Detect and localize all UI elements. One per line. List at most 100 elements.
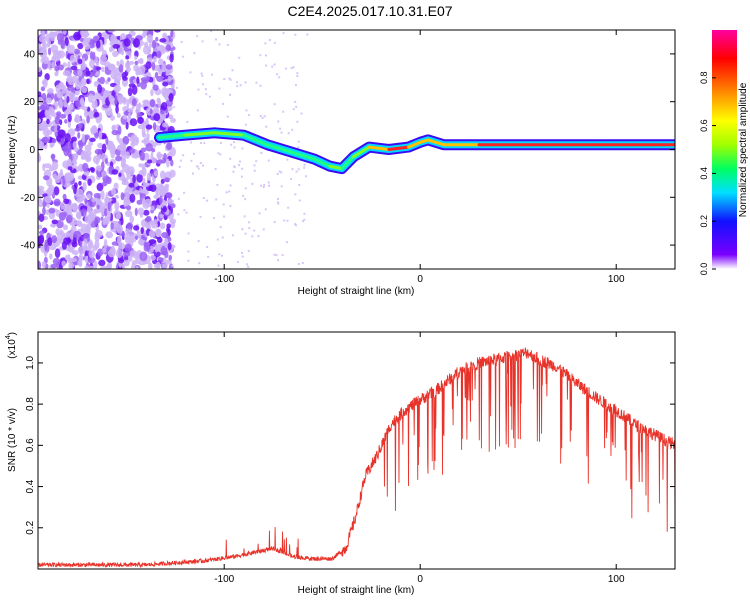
noise-point [107, 77, 111, 82]
noise-point [280, 171, 283, 174]
noise-point [277, 197, 280, 200]
noise-point [273, 221, 276, 224]
noise-point [296, 74, 299, 77]
noise-point [38, 185, 45, 191]
noise-point [67, 166, 73, 171]
noise-point [41, 261, 46, 269]
noise-point [38, 118, 41, 124]
noise-point [268, 184, 271, 187]
noise-point [183, 209, 186, 212]
noise-point [156, 50, 162, 59]
noise-point [223, 77, 226, 80]
noise-point [259, 115, 262, 118]
noise-point [42, 201, 47, 208]
noise-point [265, 64, 268, 67]
noise-point [199, 215, 202, 218]
noise-point [253, 229, 256, 232]
noise-point [74, 115, 81, 124]
noise-point [298, 199, 301, 202]
noise-point [161, 63, 167, 73]
noise-point [253, 169, 256, 172]
noise-point [106, 216, 111, 222]
noise-point [38, 139, 43, 149]
noise-point [242, 194, 245, 197]
noise-point [125, 55, 130, 60]
noise-point [54, 248, 61, 259]
ridge-core-segment [265, 143, 293, 154]
noise-point [134, 60, 139, 65]
noise-point [114, 194, 120, 199]
snr-ytick-label: 0.8 [25, 397, 36, 411]
noise-point [141, 132, 147, 138]
noise-point [239, 84, 242, 87]
noise-point [87, 93, 95, 103]
noise-point [111, 143, 116, 154]
noise-point [146, 159, 153, 164]
noise-point [156, 159, 164, 164]
noise-point [66, 214, 73, 224]
noise-point [122, 76, 128, 81]
noise-point [169, 63, 172, 66]
noise-point [134, 103, 142, 108]
noise-point [154, 71, 159, 79]
noise-point [135, 265, 139, 269]
snr-axis-ticks: -100 0 100 0.2 0.4 0.6 0.8 1.0 [25, 332, 675, 585]
noise-point [259, 54, 262, 57]
noise-point [78, 140, 84, 150]
noise-point [44, 242, 48, 252]
noise-point [148, 43, 153, 48]
noise-point [53, 31, 58, 37]
noise-point [153, 170, 158, 177]
noise-point [267, 159, 270, 162]
noise-point [139, 57, 144, 65]
colorbar-tick-label: 0.6 [699, 119, 709, 132]
noise-point [297, 140, 300, 143]
noise-point [161, 231, 169, 239]
noise-point [80, 64, 87, 71]
snr-multiplier-base: (x10 [7, 339, 18, 359]
noise-point [150, 205, 155, 211]
noise-point [82, 181, 87, 192]
noise-point [131, 98, 137, 107]
snr-xtick-label: 100 [608, 574, 625, 585]
noise-point [84, 198, 88, 204]
noise-point [46, 103, 50, 111]
noise-point [56, 32, 65, 43]
noise-point [193, 52, 196, 55]
noise-point [60, 39, 66, 49]
noise-point [84, 144, 92, 152]
noise-point [303, 212, 306, 215]
noise-point [125, 33, 132, 40]
noise-point [159, 38, 167, 43]
noise-point [170, 45, 173, 48]
noise-point [80, 208, 87, 217]
noise-point [134, 190, 140, 196]
noise-point [46, 118, 50, 125]
noise-point [201, 74, 204, 77]
noise-point [291, 128, 294, 131]
noise-point [202, 83, 205, 86]
spectrogram-xlabel: Height of straight line (km) [298, 286, 415, 297]
noise-point [170, 203, 176, 209]
noise-point [39, 230, 45, 235]
noise-point [240, 175, 243, 178]
noise-point [233, 166, 236, 169]
noise-point [187, 250, 190, 253]
noise-point [153, 30, 161, 33]
noise-scatter [38, 30, 309, 269]
spectrogram-ylabel: Frequency (Hz) [7, 116, 18, 185]
noise-point [106, 111, 113, 116]
noise-point [201, 164, 204, 167]
ridge-core-segment [387, 145, 410, 151]
noise-point [76, 188, 84, 198]
noise-point [77, 175, 83, 180]
noise-point [134, 207, 138, 217]
noise-point [236, 261, 239, 264]
noise-point [112, 43, 121, 49]
noise-point [200, 72, 203, 75]
noise-point [59, 113, 67, 119]
noise-point [291, 168, 294, 171]
noise-point [53, 186, 60, 196]
noise-point [47, 237, 53, 247]
noise-point [144, 198, 153, 208]
